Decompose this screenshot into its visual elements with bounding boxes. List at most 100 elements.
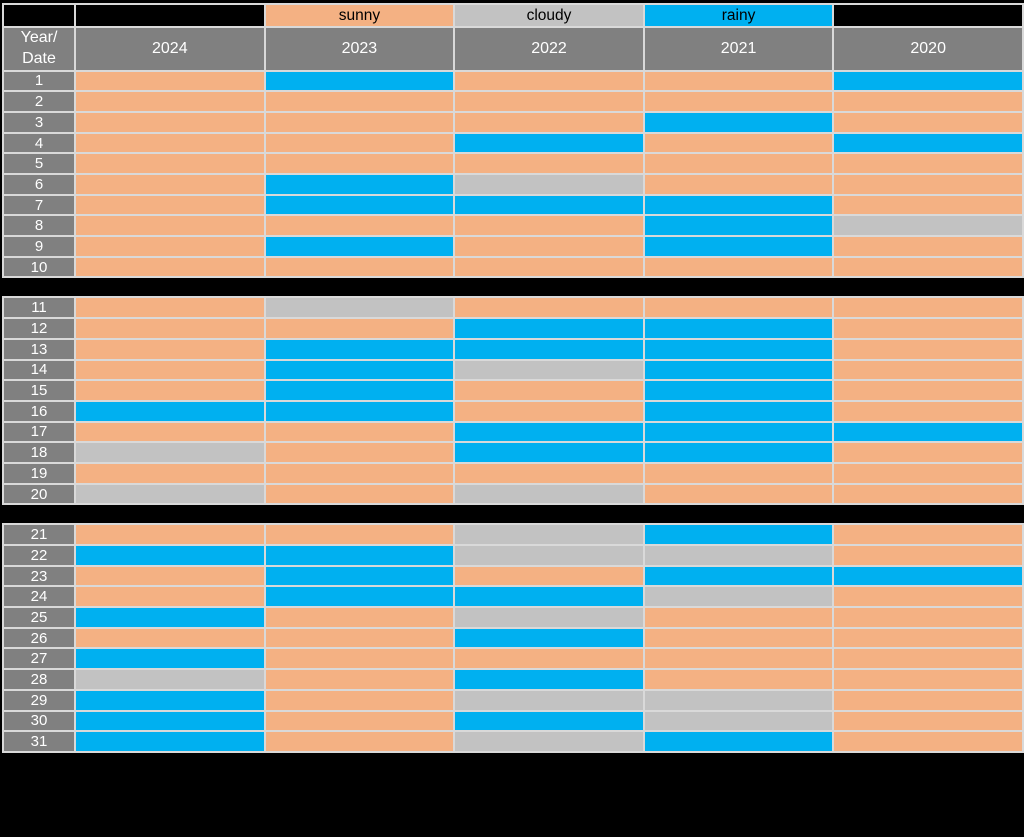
weather-cell [74,90,266,113]
weather-cell [642,255,835,279]
legend-cell-empty-left [74,3,266,28]
weather-cell [642,69,835,93]
weather-cell [832,296,1024,320]
date-label: 1 [2,69,76,93]
weather-cell [832,626,1024,650]
date-label: 12 [2,317,76,340]
weather-cell [832,317,1024,340]
weather-cell [263,131,456,155]
weather-cell [263,90,456,113]
weather-cell [263,69,456,93]
weather-cell [74,523,266,547]
weather-cell [832,544,1024,567]
date-label: 31 [2,730,76,753]
table-row: 25 [2,606,1024,629]
weather-cell [74,688,266,712]
weather-cell [263,709,456,733]
weather-cell [263,585,456,609]
table-row: 6 [2,173,1024,196]
year-header-2022: 2022 [453,26,645,72]
weather-cell [453,730,645,753]
date-label: 23 [2,564,76,588]
weather-cell [453,131,645,155]
table-row: 15 [2,379,1024,402]
weather-cell [74,337,266,361]
date-label: 30 [2,709,76,733]
weather-cell [453,296,645,320]
weather-cell [453,420,645,444]
weather-cell [263,441,456,464]
weather-cell [263,564,456,588]
weather-cell [642,420,835,444]
weather-cell [74,626,266,650]
table-row: 11 [2,296,1024,320]
weather-cell [453,235,645,258]
table-row: 9 [2,235,1024,258]
weather-cell [453,69,645,93]
table-row: 24 [2,585,1024,609]
weather-cell [453,399,645,423]
table-row: 2 [2,90,1024,113]
weather-cell [832,730,1024,753]
weather-cell [642,358,835,382]
weather-cell [453,214,645,238]
weather-cell [832,461,1024,485]
date-label: 9 [2,235,76,258]
weather-cell [74,152,266,176]
weather-cell [74,606,266,629]
weather-cell [832,90,1024,113]
weather-cell [832,214,1024,238]
weather-cell [74,482,266,506]
date-label: 6 [2,173,76,196]
weather-cell [453,358,645,382]
date-label: 29 [2,688,76,712]
weather-cell [74,420,266,444]
date-label: 3 [2,110,76,134]
date-label: 2 [2,90,76,113]
date-label: 10 [2,255,76,279]
weather-cell [453,337,645,361]
weather-cell [453,523,645,547]
weather-cell [642,461,835,485]
weather-cell [832,585,1024,609]
date-label: 15 [2,379,76,402]
section-separator [3,504,1023,525]
weather-cell [642,647,835,671]
weather-cell [642,399,835,423]
weather-cell [263,214,456,238]
weather-cell [74,193,266,217]
weather-cell [453,379,645,402]
legend-item-cloudy: cloudy [453,3,645,28]
weather-cell [642,606,835,629]
weather-cell [453,482,645,506]
weather-history-table: sunny cloudy rainy Year/ Date 2024 2023 … [2,3,1024,753]
weather-cell [74,585,266,609]
year-header-2020: 2020 [832,26,1024,72]
weather-cell [832,193,1024,217]
weather-cell [832,379,1024,402]
weather-cell [642,564,835,588]
weather-cell [263,358,456,382]
table-row: 28 [2,668,1024,691]
table-row: 22 [2,544,1024,567]
weather-cell [263,482,456,506]
weather-cell [263,337,456,361]
date-label: 25 [2,606,76,629]
weather-cell [263,626,456,650]
table-row: 18 [2,441,1024,464]
legend-item-rainy: rainy [642,3,835,28]
section-separator-band [3,504,1023,525]
weather-cell [263,379,456,402]
weather-cell [642,709,835,733]
table-row: 8 [2,214,1024,238]
weather-cell [263,317,456,340]
weather-cell [642,90,835,113]
table-row: 5 [2,152,1024,176]
weather-cell [453,461,645,485]
weather-cell [263,606,456,629]
weather-cell [74,296,266,320]
table-row: 21 [2,523,1024,547]
table-row: 31 [2,730,1024,753]
weather-cell [832,441,1024,464]
